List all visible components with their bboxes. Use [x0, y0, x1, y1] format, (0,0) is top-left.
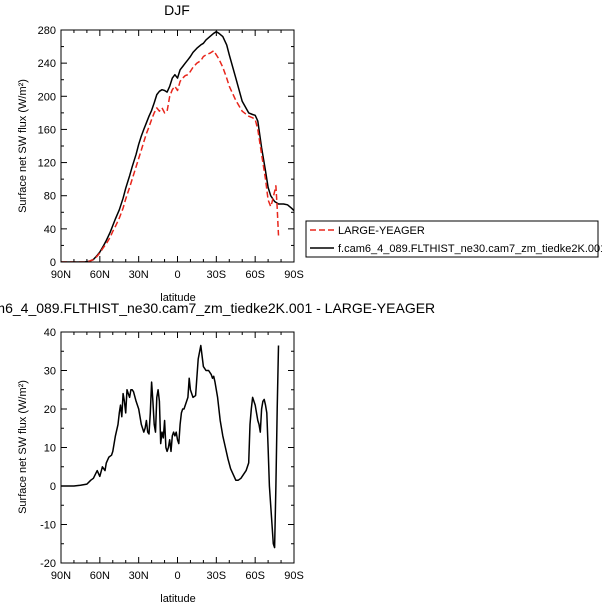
y-tick-label: -20	[40, 558, 56, 570]
x-tick-label: 90S	[284, 570, 304, 582]
x-tick-label: 0	[174, 570, 180, 582]
top-curves	[61, 30, 294, 262]
y-tick-label: 10	[44, 443, 56, 455]
legend-label-model: f.cam6_4_089.FLTHIST_ne30.cam7_zm_tiedke…	[338, 243, 602, 255]
top-series-f-cam6-4-089-flthist-ne30-cam7-zm-tiedke2k-001	[61, 30, 294, 262]
x-tick-label: 60S	[245, 269, 265, 281]
y-tick-label: 280	[38, 25, 56, 37]
x-tick-label: 0	[174, 269, 180, 281]
bottom-y-axis: -20 -10 0 10 20 30 40	[40, 327, 294, 570]
y-tick-label: 40	[44, 327, 56, 339]
top-y-axis-title: Surface net SW flux (W/m²)	[17, 79, 29, 213]
bottom-x-axis: 90N 60N 30N 0 30S 60S 90S	[51, 332, 304, 582]
y-tick-label: 240	[38, 58, 56, 70]
bottom-plot-title: f.cam6_4_089.FLTHIST_ne30.cam7_zm_tiedke…	[0, 300, 435, 316]
top-plot-frame	[60, 29, 295, 263]
legend-box	[305, 220, 599, 258]
x-tick-label: 60N	[90, 269, 110, 281]
y-tick-label: -10	[40, 520, 56, 532]
bottom-series-difference	[61, 344, 280, 549]
y-tick-label: 0	[50, 257, 56, 269]
x-tick-label: 60N	[90, 570, 110, 582]
legend-label-large-yeager: LARGE-YEAGER	[338, 225, 425, 237]
top-series-large-yeager	[61, 49, 280, 262]
bottom-y-axis-title: Surface net SW flux (W/m²)	[17, 380, 29, 514]
y-tick-label: 40	[44, 224, 56, 236]
x-tick-label: 90N	[51, 570, 71, 582]
bottom-plot: f.cam6_4_089.FLTHIST_ne30.cam7_zm_tiedke…	[0, 300, 435, 605]
x-tick-label: 30S	[207, 269, 227, 281]
bottom-curves	[61, 344, 280, 549]
top-y-axis: 0 40 80 120 160 200 240 280	[38, 25, 294, 269]
legend: LARGE-YEAGER f.cam6_4_089.FLTHIST_ne30.c…	[305, 220, 602, 258]
top-plot-title: DJF	[164, 2, 190, 18]
y-tick-label: 20	[44, 404, 56, 416]
x-tick-label: 30N	[129, 570, 149, 582]
y-tick-label: 30	[44, 366, 56, 378]
top-plot: DJF 90N 60N 30N 0 30S 60S 90S 0 40 80 120 160 200 24…	[17, 2, 304, 304]
x-tick-label: 90N	[51, 269, 71, 281]
y-tick-label: 120	[38, 158, 56, 170]
x-tick-label: 60S	[245, 570, 265, 582]
x-tick-label: 90S	[284, 269, 304, 281]
y-tick-label: 200	[38, 91, 56, 103]
y-tick-label: 160	[38, 124, 56, 136]
y-tick-label: 0	[50, 481, 56, 493]
y-tick-label: 80	[44, 191, 56, 203]
top-x-axis-title: latitude	[160, 292, 195, 304]
bottom-x-axis-title: latitude	[160, 593, 195, 605]
top-x-axis: 90N 60N 30N 0 30S 60S 90S	[51, 30, 304, 281]
x-tick-label: 30S	[207, 570, 227, 582]
x-tick-label: 30N	[129, 269, 149, 281]
bottom-plot-frame	[60, 331, 295, 564]
